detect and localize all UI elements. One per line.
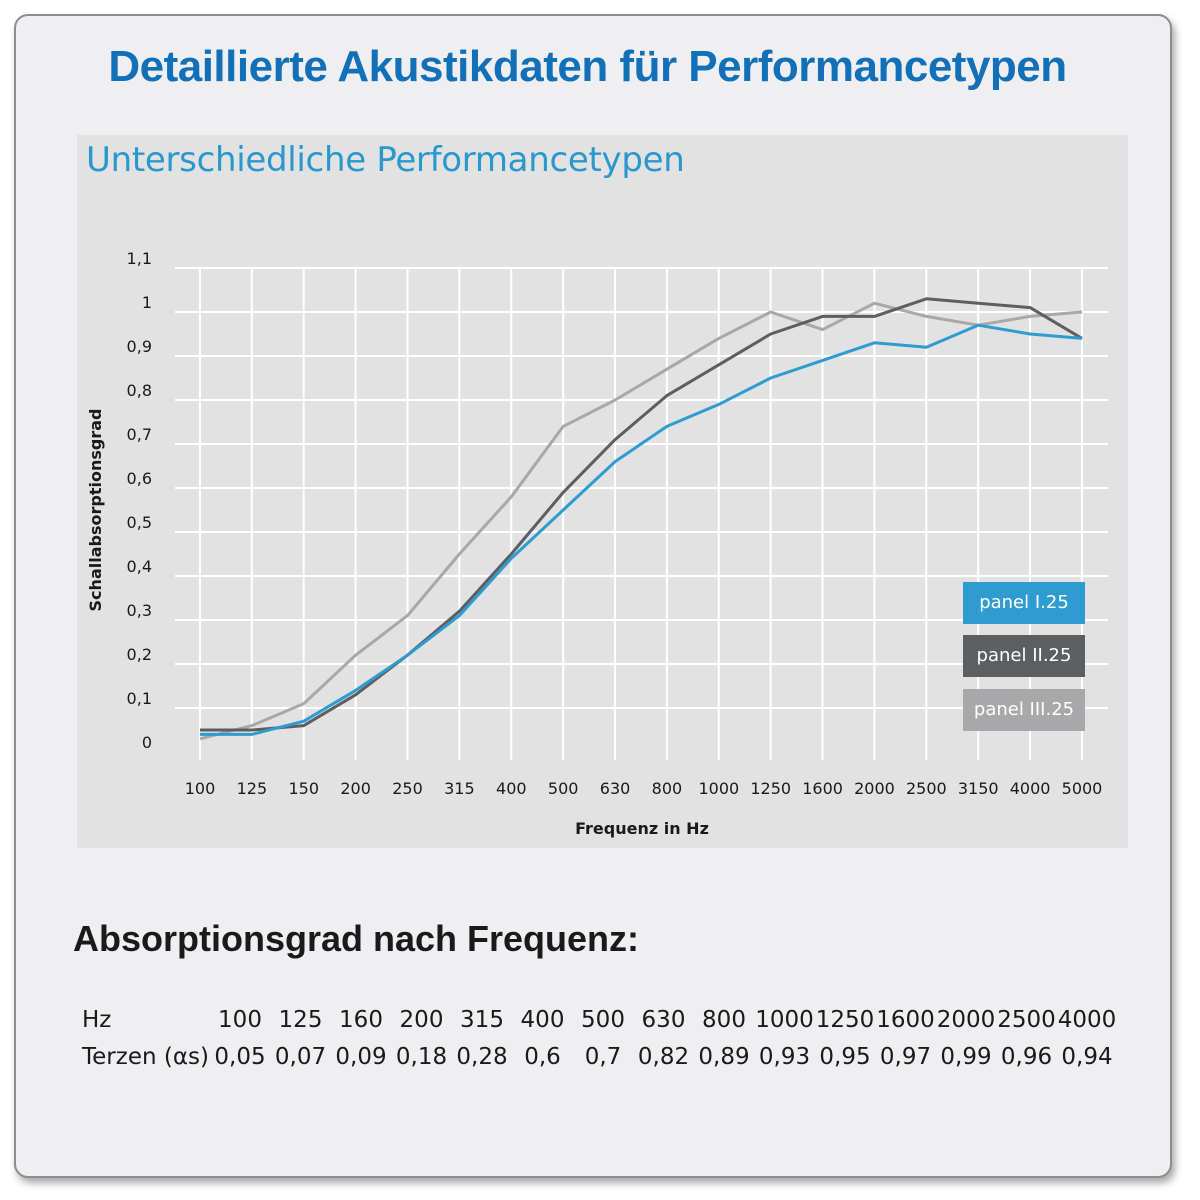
- table-cell: 0,97: [879, 1044, 932, 1070]
- table-cell: 0,99: [940, 1044, 992, 1070]
- table-cell: 0,95: [819, 1044, 871, 1070]
- x-tick-label: 125: [237, 779, 268, 798]
- y-tick-label: 0: [142, 733, 152, 752]
- chart-grid: [175, 267, 1108, 760]
- y-tick-label: 0,4: [127, 557, 152, 576]
- x-tick-label: 1250: [750, 779, 791, 798]
- table-cell: 1000: [755, 1007, 814, 1033]
- table-cell: 500: [581, 1007, 625, 1033]
- y-axis-label: Schallabsorptionsgrad: [86, 409, 105, 612]
- x-tick-label: 800: [652, 779, 683, 798]
- table-cell: 0,6: [524, 1044, 561, 1070]
- x-axis-ticks: 100 125 150 200 250 315 400 500 630 800 1000 1250 16…: [185, 779, 1103, 798]
- table-cell: 315: [460, 1007, 504, 1033]
- legend-item-panel-iii25: panel III.25: [963, 689, 1085, 731]
- table-cell: 400: [520, 1007, 565, 1033]
- x-tick-label: 400: [496, 779, 527, 798]
- x-tick-label: 2500: [906, 779, 947, 798]
- table-cell: 0,93: [758, 1044, 811, 1070]
- series-line-panelii25: [200, 297, 1083, 732]
- table-cell: 1600: [876, 1007, 935, 1033]
- x-tick-label: 5000: [1062, 779, 1103, 798]
- x-tick-label: 100: [185, 779, 216, 798]
- table-cell: 160: [339, 1007, 383, 1033]
- x-tick-label: 3150: [958, 779, 999, 798]
- table-cell: 1250: [815, 1007, 875, 1033]
- table-cell: 2500: [997, 1007, 1056, 1033]
- x-tick-label: 2000: [854, 779, 895, 798]
- table-title: Absorptionsgrad nach Frequenz:: [73, 918, 640, 959]
- y-tick-label: 0,3: [127, 601, 152, 620]
- table-cell: 100: [218, 1007, 262, 1033]
- table-cell: 0,89: [698, 1044, 750, 1070]
- x-tick-label: 150: [288, 779, 319, 798]
- x-axis-label: Frequenz in Hz: [575, 819, 709, 838]
- table-cell: 0,05: [214, 1044, 266, 1070]
- table-cell: 630: [641, 1007, 686, 1033]
- series-line-paneli25: [200, 323, 1083, 736]
- y-tick-label: 0,2: [127, 645, 152, 664]
- y-tick-label: 1: [142, 293, 152, 312]
- y-tick-label: 0,7: [127, 425, 152, 444]
- y-tick-label: 0,5: [127, 513, 152, 532]
- table-cell: 0,7: [584, 1044, 622, 1070]
- table-row-label-hz: Hz: [82, 1007, 112, 1033]
- x-tick-label: 630: [600, 779, 631, 798]
- y-axis-ticks: 0 0,1 0,2 0,3 0,4 0,5 0,6 0,7 0,8 0,9 1 1,1: [127, 249, 152, 752]
- x-tick-label: 1600: [802, 779, 843, 798]
- y-tick-label: 0,6: [127, 469, 152, 488]
- table-cell: 0,94: [1061, 1044, 1113, 1070]
- table-cell: 0,82: [637, 1044, 690, 1070]
- page-title: Detaillierte Akustikdaten für Performanc…: [108, 42, 1067, 91]
- y-tick-label: 0,9: [127, 337, 152, 356]
- x-tick-label: 315: [444, 779, 475, 798]
- x-tick-label: 250: [392, 779, 423, 798]
- table-cell: 200: [399, 1007, 444, 1033]
- x-tick-label: 4000: [1010, 779, 1051, 798]
- table-cell: 800: [702, 1007, 746, 1033]
- table-cell: 0,28: [456, 1044, 508, 1070]
- table-row-label-terzen: Terzen (αs): [82, 1044, 209, 1070]
- table-cell: 0,07: [274, 1044, 327, 1070]
- x-tick-label: 1000: [698, 779, 739, 798]
- x-tick-label: 200: [340, 779, 371, 798]
- x-tick-label: 500: [548, 779, 579, 798]
- legend-item-panel-ii25: panel II.25: [963, 635, 1085, 677]
- y-tick-label: 0,8: [127, 381, 152, 400]
- table-cell: 0,09: [335, 1044, 387, 1070]
- table-cell: 4000: [1057, 1007, 1117, 1033]
- table-cell: 0,96: [1000, 1044, 1053, 1070]
- y-tick-label: 1,1: [127, 249, 152, 268]
- y-tick-label: 0,1: [127, 689, 152, 708]
- table-cell: 2000: [936, 1007, 996, 1033]
- chart-series: [199, 297, 1083, 741]
- table-cell: 0,18: [395, 1044, 448, 1070]
- chart-title: Unterschiedliche Performancetypen: [86, 140, 685, 180]
- table-cell: 125: [278, 1007, 323, 1033]
- legend-item-panel-i25: panel I.25: [963, 582, 1085, 624]
- series-line-paneliii25: [199, 301, 1083, 741]
